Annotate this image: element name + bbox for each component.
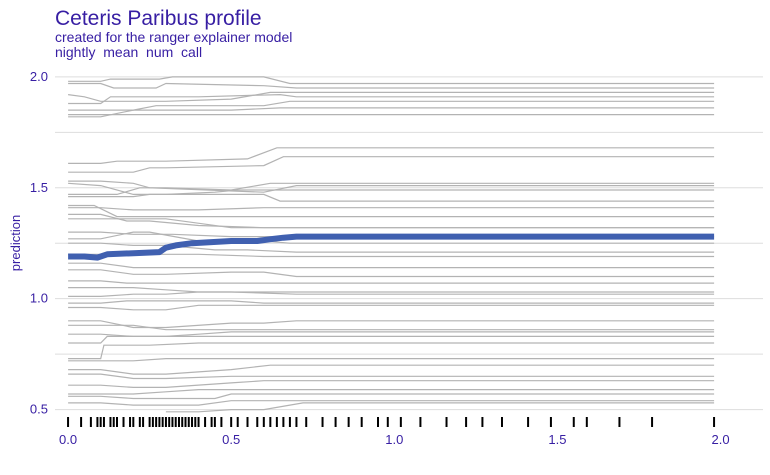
ice-profile-line	[68, 287, 715, 295]
ice-profile-line	[68, 231, 715, 244]
ice-profile-line	[68, 380, 715, 388]
ice-profile-line	[68, 364, 715, 375]
y-axis-label: prediction	[8, 215, 23, 271]
ice-profile-line	[68, 82, 715, 89]
ice-profile-line	[68, 107, 715, 118]
ice-profile-line	[68, 262, 715, 269]
y-tick-label: 1.0	[30, 291, 48, 306]
ice-profile-line	[68, 253, 715, 258]
ice-profile-line	[68, 218, 715, 229]
y-tick-label: 1.5	[30, 180, 48, 195]
ice-profile-line	[68, 300, 715, 304]
ice-profile-line	[68, 373, 715, 380]
mean-profile-line	[68, 233, 715, 261]
ice-profile-line	[68, 358, 715, 362]
ice-profile-line	[68, 304, 715, 311]
ice-profiles	[68, 76, 715, 413]
ice-profile-line	[68, 242, 715, 253]
ice-profile-line	[68, 331, 715, 337]
ice-profile-line	[68, 147, 715, 164]
ice-profile-line	[68, 100, 715, 111]
ice-profile-line	[68, 291, 715, 297]
ice-profile-line	[68, 400, 715, 406]
ice-profile-line	[68, 189, 715, 198]
ice-profile-line	[68, 342, 715, 360]
y-tick-label: 0.5	[30, 402, 48, 417]
x-tick-label: 1.5	[548, 432, 566, 447]
x-tick-label: 0.0	[59, 432, 77, 447]
ice-profile-line	[68, 269, 715, 278]
rug-marks	[67, 417, 716, 427]
x-tick-label: 1.0	[385, 432, 403, 447]
ice-profile-line	[68, 389, 715, 395]
ice-profile-line	[165, 402, 715, 413]
x-tick-label: 2.0	[712, 432, 730, 447]
ice-profile-line	[68, 76, 715, 85]
x-tick-labels: 0.0 0.5 1.0 1.5 2.0	[59, 432, 730, 447]
ice-profile-line	[68, 91, 715, 102]
chart-variable-label: nightly mean num call	[55, 44, 203, 60]
mean-profile	[68, 233, 715, 261]
ice-profile-line	[68, 93, 715, 105]
ice-profile-line	[68, 182, 715, 195]
ice-profile-line	[68, 207, 715, 211]
ice-profile-line	[68, 156, 715, 173]
ice-profile-line	[68, 393, 715, 400]
y-tick-labels: 0.5 1.0 1.5 2.0	[30, 69, 48, 417]
x-tick-label: 0.5	[222, 432, 240, 447]
ice-profile-line	[68, 182, 715, 202]
ice-profile-line	[68, 280, 715, 284]
ice-profile-line	[68, 320, 715, 329]
ice-profile-line	[68, 335, 715, 344]
y-tick-label: 2.0	[30, 69, 48, 84]
ice-profile-line	[68, 324, 715, 331]
chart-title: Ceteris Paribus profile	[55, 7, 262, 30]
chart-subtitle: created for the ranger explainer model	[55, 29, 293, 45]
ice-profile-line	[68, 204, 715, 218]
